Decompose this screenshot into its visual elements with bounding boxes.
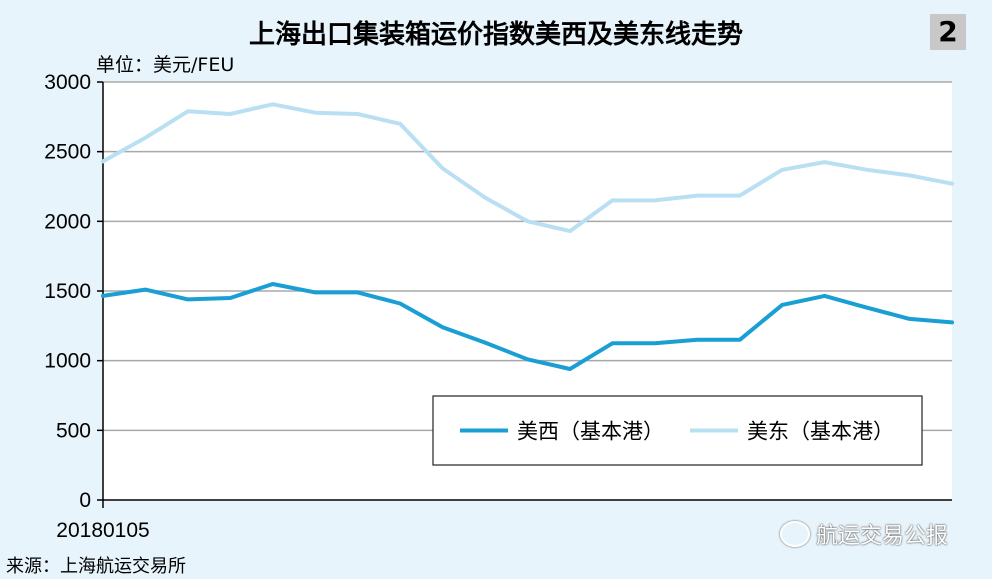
series-line-2	[101, 102, 954, 234]
y-tick-label: 1000	[44, 350, 91, 373]
y-tick-label: 0	[79, 489, 91, 512]
watermark-text: 航运交易公报	[816, 524, 949, 549]
figure-number-badge: 2	[930, 14, 966, 50]
chart-title: 上海出口集装箱运价指数美西及美东线走势	[248, 20, 743, 50]
watermark: 航运交易公报	[780, 518, 948, 550]
y-tick-label: 2000	[44, 210, 91, 233]
legend-label-1: 美西（基本港）	[517, 420, 664, 444]
y-tick-label: 1500	[44, 280, 91, 303]
series-line-1	[101, 282, 954, 371]
source-note: 来源：上海航运交易所	[6, 556, 186, 577]
y-tick-label: 3000	[44, 71, 91, 94]
x-tick-label: 20180105	[56, 519, 149, 542]
legend-label-2: 美东（基本港）	[747, 420, 894, 444]
chat-bubble-icon	[780, 521, 810, 547]
legend-box	[432, 395, 923, 466]
unit-label: 单位：美元/FEU	[96, 54, 235, 76]
y-tick-label: 500	[56, 419, 91, 442]
y-tick-label: 2500	[44, 141, 91, 164]
